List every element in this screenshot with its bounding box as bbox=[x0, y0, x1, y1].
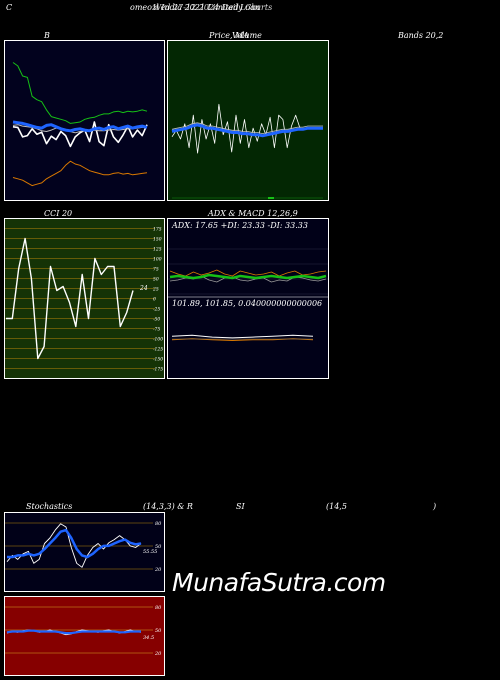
price-line bbox=[171, 103, 301, 154]
ma-line-blue bbox=[171, 123, 323, 138]
bands-chart bbox=[12, 62, 148, 187]
rsi-tick-label: 80 bbox=[155, 605, 162, 611]
stoch-tick-label: 80 bbox=[155, 521, 162, 527]
stoch-value-label: 55.55 bbox=[143, 549, 157, 555]
adx-chart bbox=[168, 248, 328, 341]
ma-line-gray bbox=[171, 122, 323, 134]
cci-tick-label: -75 bbox=[153, 327, 160, 333]
cci-tick-label: 100 bbox=[153, 257, 162, 263]
upper-band-line bbox=[12, 62, 148, 124]
cci-tick-label: -125 bbox=[153, 347, 163, 353]
volume-bar bbox=[268, 197, 274, 199]
header-overlap-3: Loan bbox=[240, 3, 261, 12]
price-ma-label: Price, MA bbox=[209, 31, 250, 40]
header-overlap-2: Wed 27-12-2024 Daily Charts bbox=[153, 3, 273, 12]
price-panel bbox=[167, 40, 329, 201]
cci-panel: 175 150 125 100 75 50 25 0 -25 -50 -75 -100 -125 -150… bbox=[4, 218, 165, 379]
macd-line bbox=[171, 334, 314, 339]
cci-tick-label: 150 bbox=[153, 237, 162, 243]
rsi-panel: 80 50 20 34.5 bbox=[4, 596, 165, 676]
stoch-tick-label: 50 bbox=[155, 544, 162, 550]
cci-chart: 175 150 125 100 75 50 25 0 -25 -50 -75 -100 -125 -150… bbox=[5, 227, 163, 373]
cci-line bbox=[6, 237, 134, 360]
bands-panel bbox=[4, 40, 165, 201]
rsi-ma-line bbox=[6, 629, 141, 635]
rsi-tick-label: 20 bbox=[154, 651, 162, 657]
macd-stats: 101.89, 101.85, 0.040000000000006 bbox=[172, 299, 323, 308]
adx-panel: ADX: 17.65 +DI: 23.33 -DI: 33.33 101.89,… bbox=[167, 218, 329, 379]
cci-tick-label: -100 bbox=[153, 337, 163, 343]
cci-tick-label: 125 bbox=[153, 247, 162, 253]
cci-tick-label: 75 bbox=[153, 267, 159, 273]
b-label: B bbox=[44, 31, 50, 40]
lower-band-line bbox=[12, 160, 148, 187]
adx-stats: ADX: 17.65 +DI: 23.33 -DI: 33.33 bbox=[172, 221, 308, 230]
bands-label: Bands 20,2 bbox=[398, 31, 444, 40]
c-label: C bbox=[6, 3, 13, 12]
cci-title: CCI 20 bbox=[44, 209, 73, 218]
stoch-d-line bbox=[7, 528, 142, 559]
cci-value-label: 24 bbox=[139, 285, 148, 292]
stoch-title-1: Stochastics bbox=[26, 502, 73, 511]
price-line bbox=[12, 121, 148, 148]
cci-tick-label: 25 bbox=[152, 287, 159, 293]
cci-tick-label: -25 bbox=[153, 307, 160, 313]
adx-title: ADX & MACD 12,26,9 bbox=[208, 209, 298, 218]
cci-tick-label: -150 bbox=[153, 357, 163, 363]
watermark: MunafaSutra.com bbox=[172, 568, 386, 597]
stoch-chart: 80 50 20 55.55 bbox=[5, 521, 162, 573]
rsi-chart: 80 50 20 34.5 bbox=[5, 605, 162, 657]
adx-line bbox=[169, 273, 327, 280]
stoch-title-2: (14,3,3) & R bbox=[143, 502, 193, 511]
stoch-title-3: SI bbox=[236, 502, 245, 511]
stoch-panel: 80 50 20 55.55 bbox=[4, 512, 165, 592]
volume-label: Volume bbox=[232, 31, 262, 40]
cci-tick-label: -175 bbox=[153, 367, 163, 373]
stoch-title-5: ) bbox=[433, 502, 437, 511]
cci-tick-label: 175 bbox=[153, 227, 162, 233]
cci-tick-label: -50 bbox=[153, 317, 160, 323]
rsi-tick-label: 50 bbox=[155, 628, 162, 634]
stoch-title-4: (14,5 bbox=[326, 502, 347, 511]
stoch-tick-label: 20 bbox=[154, 567, 162, 573]
minus-di-line bbox=[169, 269, 327, 277]
cci-tick-label: 0 bbox=[153, 297, 156, 303]
moving-average-line bbox=[12, 120, 148, 133]
price-chart bbox=[171, 103, 323, 199]
header-overlap-1: omeozl India 2021 Limited bbox=[130, 3, 239, 12]
rsi-value-label: 34.5 bbox=[143, 635, 154, 641]
cci-tick-label: 50 bbox=[153, 277, 159, 283]
